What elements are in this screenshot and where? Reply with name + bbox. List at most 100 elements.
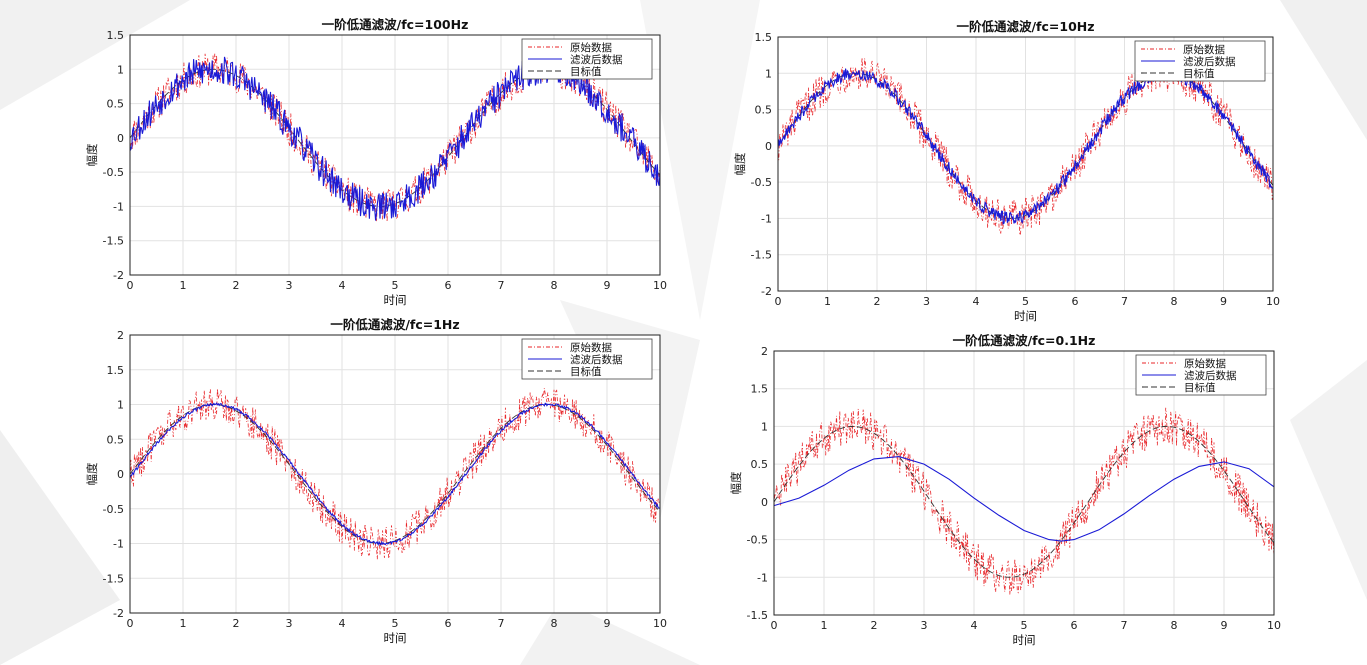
x-tick-label: 4 [971, 619, 978, 632]
y-tick-label: 1.5 [107, 29, 125, 42]
y-tick-label: -0.5 [103, 166, 124, 179]
chart-fc01: 0 1 2 3 4 5 6 7 8 9 10 -1.5 -1 -0.5 0 0.5 1 1.5 2 原始数据滤波后数据… [729, 333, 1281, 647]
x-tick-label: 8 [551, 279, 558, 292]
y-axis-label: 幅度 [85, 462, 99, 485]
y-axis-label: 幅度 [729, 471, 743, 494]
x-tick-label: 6 [1072, 295, 1079, 308]
chart-panel-fc01: 0 1 2 3 4 5 6 7 8 9 10 -1.5 -1 -0.5 0 0.5 1 1.5 2 原始数据 滤波后数据… [720, 332, 1320, 652]
x-tick-label: 3 [286, 279, 293, 292]
y-tick-label: 0.5 [107, 98, 125, 111]
y-axis-label: 幅度 [733, 152, 747, 175]
y-tick-label: -1.5 [103, 235, 124, 248]
x-tick-label: 7 [1121, 619, 1128, 632]
x-axis-label: 时间 [384, 631, 407, 645]
series-line-target [773, 425, 1275, 578]
legend-label: 目标值 [570, 365, 602, 378]
y-tick-label: 0 [117, 468, 124, 481]
legend-label: 滤波后数据 [570, 353, 623, 366]
x-tick-label: 2 [874, 295, 881, 308]
y-tick-label: 0 [117, 132, 124, 145]
y-tick-label: -0.5 [747, 534, 768, 547]
y-tick-label: 2 [117, 329, 124, 342]
x-tick-label: 9 [604, 617, 611, 630]
x-tick-label: 2 [233, 279, 240, 292]
x-tick-label: 8 [551, 617, 558, 630]
y-tick-label: -1.5 [747, 609, 768, 622]
y-tick-label: -1 [757, 571, 768, 584]
x-tick-label: 3 [286, 617, 293, 630]
y-tick-label: 1.5 [755, 31, 773, 44]
x-tick-label: 4 [339, 279, 346, 292]
legend-label: 目标值 [1184, 381, 1216, 394]
y-tick-label: -2 [113, 269, 124, 282]
x-tick-label: 3 [921, 619, 928, 632]
x-tick-label: 9 [1221, 619, 1228, 632]
x-tick-label: 0 [127, 279, 134, 292]
x-tick-label: 1 [821, 619, 828, 632]
legend-label: 目标值 [570, 65, 602, 78]
x-tick-label: 0 [127, 617, 134, 630]
chart-fc10: 0 1 2 3 4 5 6 7 8 9 10 -2 -1.5 -1 -0.5 0 0.5 1 1.5 原始数据滤波后数… [733, 19, 1280, 323]
x-tick-label: 7 [1121, 295, 1128, 308]
y-tick-label: 0.5 [107, 433, 125, 446]
x-tick-label: 1 [180, 617, 187, 630]
legend-label: 滤波后数据 [570, 53, 623, 66]
y-tick-label: -1 [761, 212, 772, 225]
x-tick-label: 7 [498, 617, 505, 630]
y-tick-label: 1 [117, 63, 124, 76]
x-tick-label: 1 [180, 279, 187, 292]
legend-label: 原始数据 [1183, 43, 1225, 56]
x-tick-label: 1 [824, 295, 831, 308]
legend-label: 滤波后数据 [1184, 369, 1237, 382]
x-tick-label: 7 [498, 279, 505, 292]
chart-panel-fc100: 0 1 2 3 4 5 6 7 8 9 10 -2 -1.5 -1 -0.5 0 0.5 1 1.5 原始数据 滤波后数… [80, 14, 680, 314]
x-tick-label: 9 [1220, 295, 1227, 308]
chart-fc100: 0 1 2 3 4 5 6 7 8 9 10 -2 -1.5 -1 -0.5 0 0.5 1 1.5 原始数据滤波后数… [85, 17, 667, 307]
chart-title: 一阶低通滤波/fc=1Hz [330, 317, 459, 332]
y-tick-label: -0.5 [751, 176, 772, 189]
x-tick-label: 5 [1021, 619, 1028, 632]
series-line-target [129, 404, 661, 544]
x-tick-label: 2 [233, 617, 240, 630]
y-tick-label: 2 [761, 345, 768, 358]
x-tick-label: 9 [604, 279, 611, 292]
x-tick-label: 5 [392, 279, 399, 292]
plot-frame [129, 34, 661, 276]
y-tick-label: -1.5 [751, 249, 772, 262]
chart-title: 一阶低通滤波/fc=10Hz [956, 19, 1094, 34]
legend-label: 原始数据 [570, 41, 612, 54]
y-tick-label: 0.5 [755, 104, 773, 117]
y-tick-label: 0 [765, 140, 772, 153]
chart-title: 一阶低通滤波/fc=0.1Hz [953, 333, 1096, 348]
x-tick-label: 6 [445, 279, 452, 292]
chart-title: 一阶低通滤波/fc=100Hz [322, 17, 469, 32]
x-tick-label: 0 [771, 619, 778, 632]
series-line-filtered [777, 67, 1274, 225]
plot-frame [129, 334, 661, 614]
x-tick-label: 5 [392, 617, 399, 630]
x-axis-label: 时间 [1013, 633, 1036, 647]
x-tick-label: 3 [923, 295, 930, 308]
plot-frame [773, 350, 1275, 616]
y-tick-label: 1.5 [107, 364, 125, 377]
legend-label: 原始数据 [1184, 357, 1226, 370]
series-line-filtered [129, 402, 661, 547]
y-tick-label: 1.5 [751, 383, 769, 396]
series-line-raw [129, 388, 661, 560]
legend-label: 目标值 [1183, 67, 1215, 80]
x-tick-label: 10 [1267, 619, 1281, 632]
x-tick-label: 6 [1071, 619, 1078, 632]
x-tick-label: 10 [653, 279, 667, 292]
y-tick-label: -1.5 [103, 572, 124, 585]
x-tick-label: 2 [871, 619, 878, 632]
y-tick-label: 1 [765, 67, 772, 80]
y-tick-label: 0.5 [751, 458, 769, 471]
series-line-raw [773, 407, 1275, 595]
chart-panel-fc1: 0 1 2 3 4 5 6 7 8 9 10 -2 -1.5 -1 -0.5 0 0.5 1 1.5 2 原始数据 滤波后… [80, 316, 680, 652]
y-tick-label: 0 [761, 496, 768, 509]
chart-panel-fc10: 0 1 2 3 4 5 6 7 8 9 10 -2 -1.5 -1 -0.5 0 0.5 1 1.5 原始数据 滤波后数… [720, 14, 1320, 332]
x-axis-label: 时间 [384, 293, 407, 307]
series-line-raw [777, 56, 1274, 237]
y-axis-label: 幅度 [85, 143, 99, 166]
x-axis-label: 时间 [1014, 309, 1037, 323]
